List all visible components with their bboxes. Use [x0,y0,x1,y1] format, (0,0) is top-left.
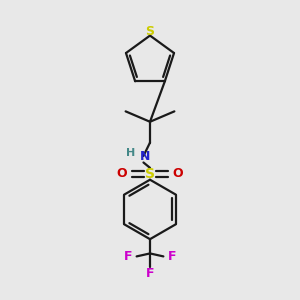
Text: S: S [145,167,155,181]
Text: O: O [172,167,183,180]
Text: O: O [117,167,128,180]
Text: F: F [146,267,154,280]
Text: F: F [124,250,133,263]
Text: F: F [167,250,176,263]
Text: N: N [140,150,150,163]
Text: H: H [126,148,136,158]
Text: S: S [146,25,154,38]
